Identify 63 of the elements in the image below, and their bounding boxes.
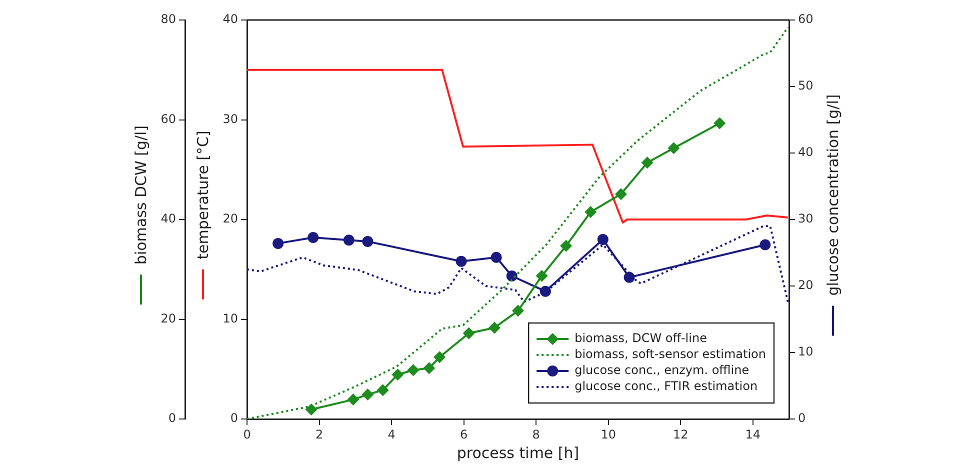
y3-axis-title: temperature [°C] bbox=[194, 130, 212, 259]
point bbox=[362, 388, 374, 401]
point bbox=[641, 156, 654, 169]
point bbox=[614, 188, 627, 200]
point bbox=[347, 394, 360, 406]
y2-axis-title: glucose concentration [g/l] bbox=[824, 94, 842, 296]
point bbox=[462, 327, 475, 340]
x-tick-label: 6 bbox=[460, 427, 468, 442]
legend-label: glucose conc., enzym. offline bbox=[574, 363, 750, 378]
y2-tick-label: 0 bbox=[798, 411, 806, 426]
point bbox=[343, 234, 354, 246]
point bbox=[392, 368, 404, 381]
point bbox=[506, 270, 518, 282]
y2-tick-label: 30 bbox=[798, 212, 814, 226]
point bbox=[597, 234, 608, 245]
x-tick-label: 8 bbox=[532, 427, 540, 442]
x-axis-title: process time [h] bbox=[456, 444, 580, 462]
x-tick-label: 12 bbox=[672, 427, 688, 442]
point bbox=[536, 270, 548, 282]
point bbox=[584, 206, 597, 218]
legend-label: biomass, soft-sensor estimation bbox=[574, 347, 766, 362]
point bbox=[512, 304, 524, 317]
point bbox=[714, 117, 726, 130]
y2-tick-label: 10 bbox=[798, 344, 814, 359]
y2-tick-label: 50 bbox=[798, 78, 814, 93]
point bbox=[434, 351, 446, 364]
point bbox=[624, 272, 635, 283]
y2-tick-label: 40 bbox=[798, 145, 814, 160]
y-axis-title: biomass DCW [g/l] bbox=[132, 124, 150, 264]
y-tick-label: 80 bbox=[160, 12, 176, 26]
x-tick-label: 4 bbox=[388, 427, 396, 442]
point bbox=[376, 384, 389, 396]
x-tick-label: 2 bbox=[315, 427, 324, 442]
point bbox=[308, 232, 319, 243]
y-tick-label: 0 bbox=[168, 411, 176, 426]
y-tick-label: 40 bbox=[160, 212, 176, 226]
point bbox=[305, 404, 318, 416]
line-series bbox=[247, 225, 789, 303]
x-tick-label: 0 bbox=[243, 427, 251, 442]
y3-tick-label: 20 bbox=[222, 212, 238, 226]
point bbox=[423, 362, 436, 374]
point bbox=[407, 364, 420, 376]
point bbox=[272, 238, 284, 249]
point bbox=[456, 256, 467, 267]
point bbox=[668, 142, 680, 154]
y3-tick-label: 0 bbox=[230, 411, 238, 426]
point bbox=[540, 286, 551, 297]
point bbox=[560, 240, 572, 252]
legend-label: glucose conc., FTIR estimation bbox=[574, 379, 758, 394]
point bbox=[362, 236, 374, 247]
x-tick-label: 14 bbox=[745, 427, 761, 442]
y2-tick-label: 60 bbox=[798, 12, 814, 26]
y2-tick-label: 20 bbox=[798, 278, 814, 292]
y-tick-label: 20 bbox=[160, 311, 176, 326]
x-tick-label: 10 bbox=[600, 427, 616, 442]
y3-tick-label: 40 bbox=[222, 12, 238, 26]
point bbox=[760, 239, 771, 250]
y3-tick-label: 30 bbox=[222, 112, 238, 126]
y-tick-label: 60 bbox=[160, 112, 176, 126]
point bbox=[490, 252, 502, 263]
y3-tick-label: 10 bbox=[222, 311, 238, 326]
legend-label: biomass, DCW off-line bbox=[574, 331, 707, 346]
point bbox=[488, 322, 501, 334]
